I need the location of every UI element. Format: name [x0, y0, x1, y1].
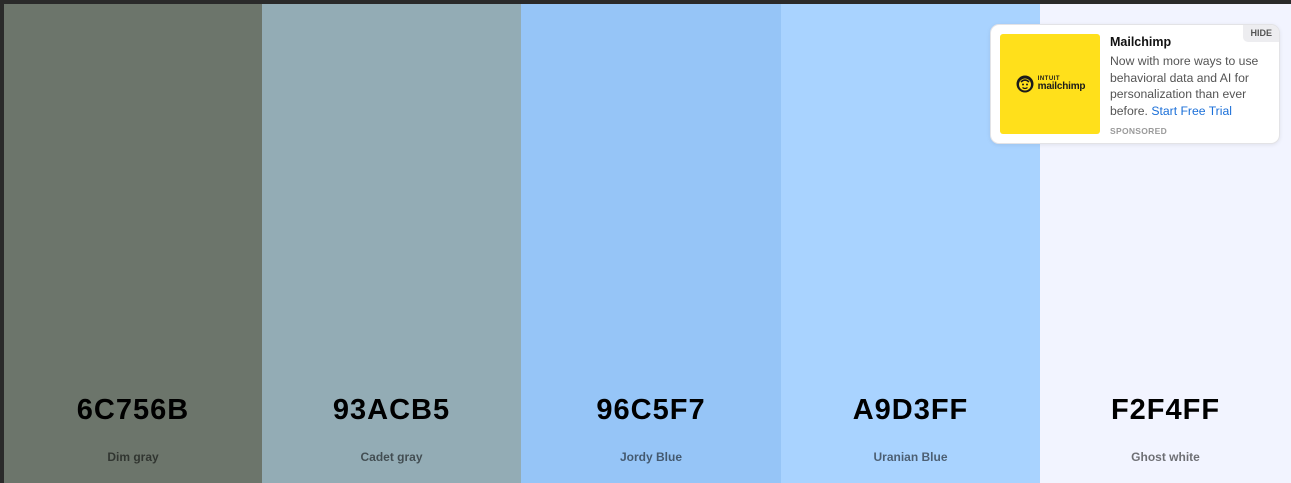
swatch-dim-gray[interactable]: 6C756B Dim gray: [4, 4, 262, 483]
swatch-hex-code[interactable]: A9D3FF: [852, 394, 969, 426]
mailchimp-freddie-icon: [1016, 75, 1034, 93]
mailchimp-logo: INTUIT mailchimp: [1015, 74, 1086, 94]
swatch-hex-code[interactable]: F2F4FF: [1110, 394, 1221, 426]
sponsored-ad-card: HIDE INTUIT mailchimp Mailchimp: [990, 24, 1280, 144]
logo-line-mailchimp: mailchimp: [1037, 81, 1086, 92]
swatch-color-name: Uranian Blue: [873, 450, 948, 464]
swatch-hex-code[interactable]: 93ACB5: [332, 394, 451, 426]
ad-logo[interactable]: INTUIT mailchimp: [1000, 34, 1100, 134]
sponsored-label: SPONSORED: [1110, 126, 1168, 136]
ad-description: Now with more ways to use behavioral dat…: [1110, 53, 1269, 119]
swatch-color-name: Ghost white: [1131, 450, 1200, 464]
ad-body: Mailchimp Now with more ways to use beha…: [1110, 35, 1269, 136]
ad-text: Now with more ways to use behavioral dat…: [1110, 54, 1259, 118]
swatch-jordy-blue[interactable]: 96C5F7 Jordy Blue: [521, 4, 781, 483]
swatch-hex-code[interactable]: 6C756B: [76, 394, 190, 426]
swatch-cadet-gray[interactable]: 93ACB5 Cadet gray: [262, 4, 521, 483]
ad-title[interactable]: Mailchimp: [1110, 35, 1172, 49]
start-free-trial-link[interactable]: Start Free Trial: [1151, 103, 1232, 118]
swatch-color-name: Dim gray: [107, 450, 159, 464]
color-palette: 6C756B Dim gray 93ACB5 Cadet gray 96C5F7…: [4, 4, 1291, 483]
swatch-color-name: Cadet gray: [360, 450, 423, 464]
hide-ad-button[interactable]: HIDE: [1243, 25, 1279, 42]
swatch-color-name: Jordy Blue: [619, 450, 682, 464]
swatch-hex-code[interactable]: 96C5F7: [596, 394, 706, 426]
logo-line-intuit: INTUIT: [1037, 76, 1060, 82]
